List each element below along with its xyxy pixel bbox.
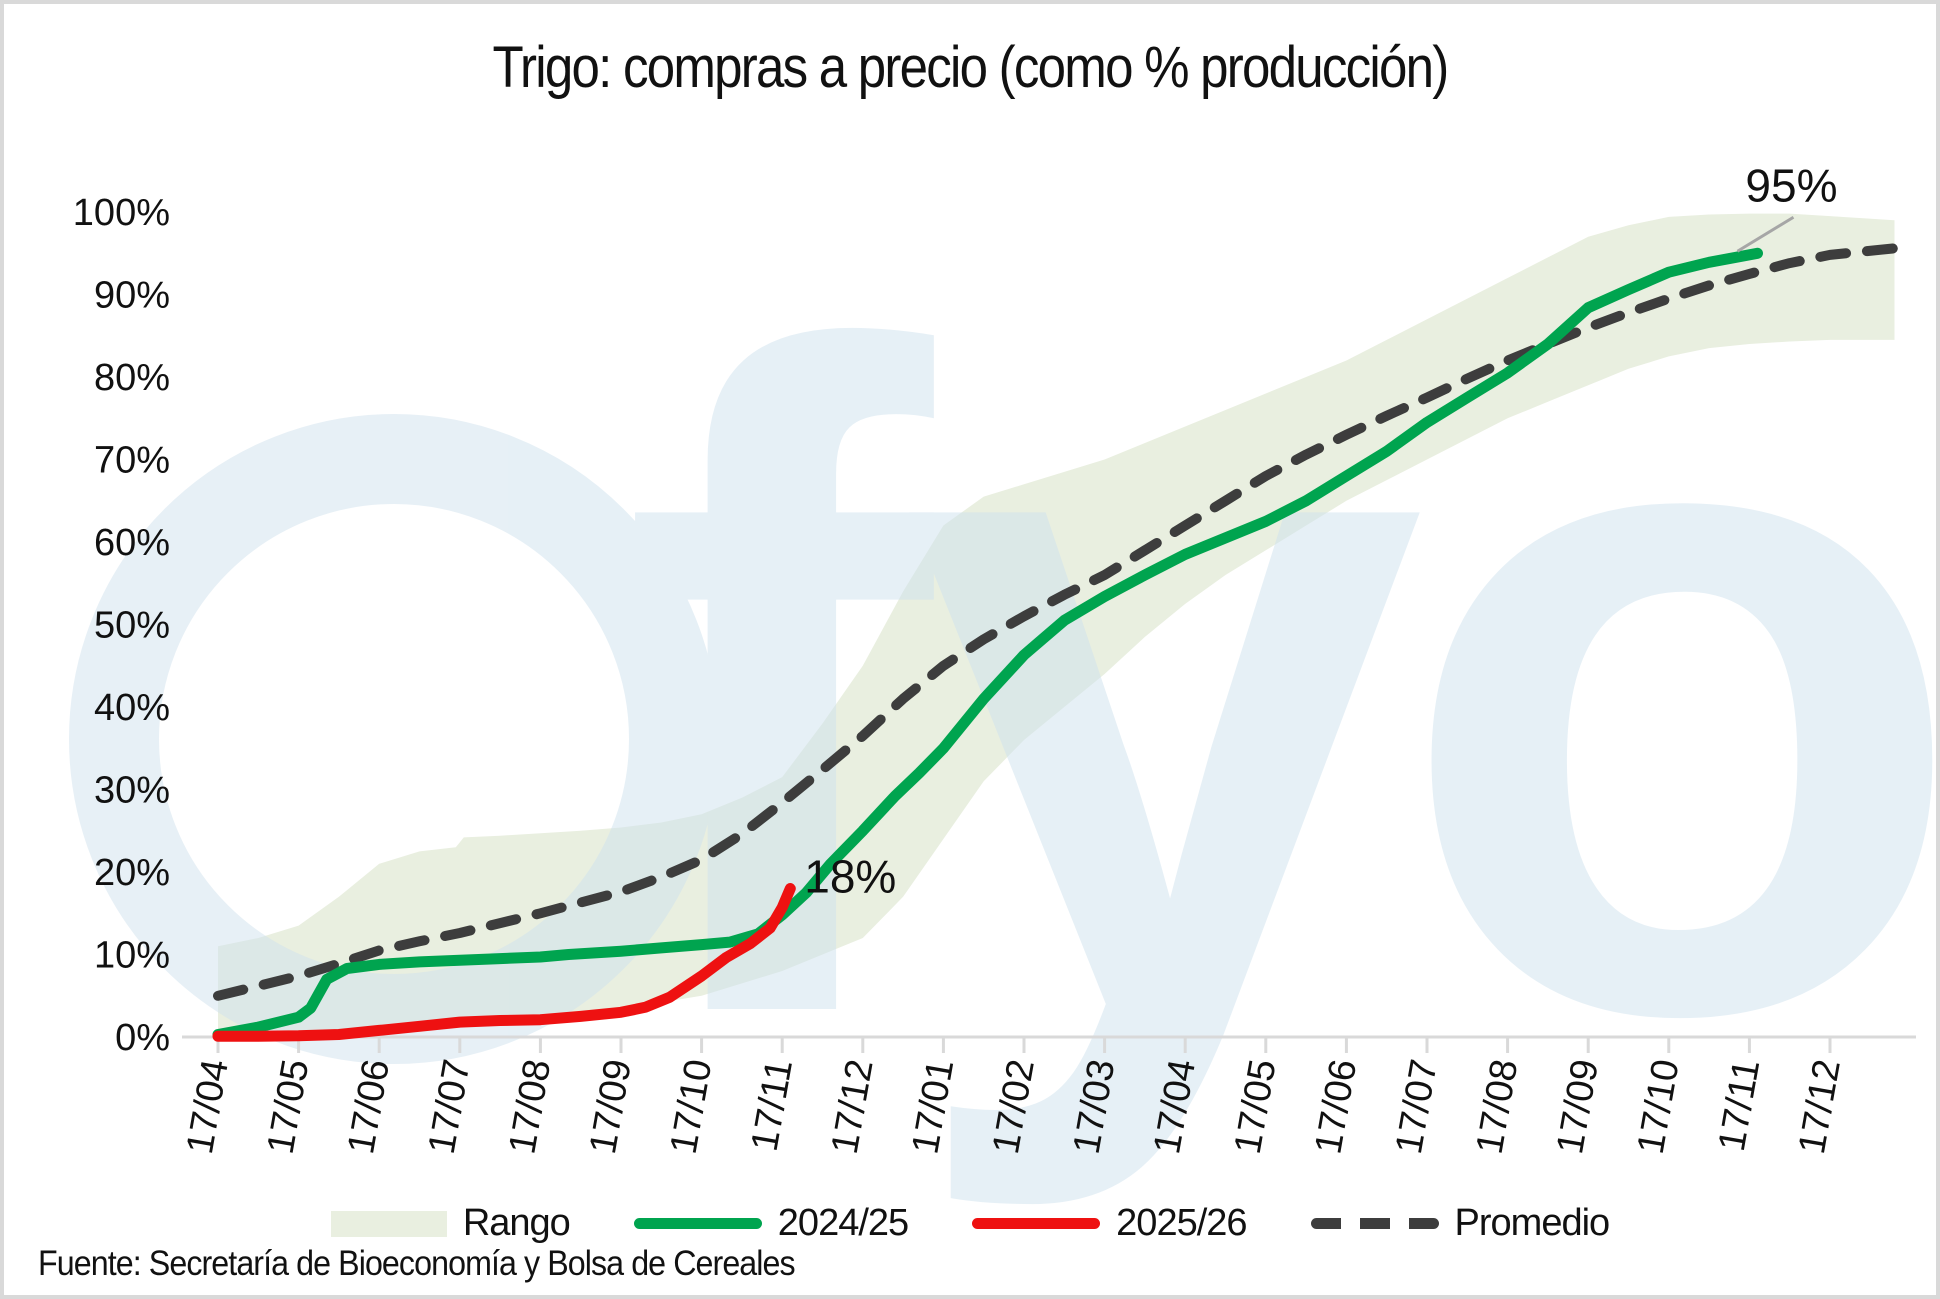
x-tick-label: 17/08 [501,1056,559,1157]
legend-item-2025-26: 2025/26 [972,1202,1246,1245]
y-tick-label: 60% [94,522,170,564]
source-note: Fuente: Secretaría de Bioeconomía y Bols… [38,1244,795,1284]
fyo-watermark: fyo [114,159,1939,1215]
legend: Rango 2024/25 2025/26 Promedio [4,1202,1936,1245]
x-tick-label: 17/04 [179,1056,237,1157]
legend-item-promedio: Promedio [1311,1202,1610,1245]
y-tick-label: 50% [94,605,170,647]
x-tick-label: 17/06 [340,1056,398,1157]
y-tick-label: 20% [94,852,170,894]
y-tick-label: 70% [94,440,170,482]
y-tick-label: 100% [73,192,170,234]
dashed-line-swatch-icon [1311,1218,1439,1229]
x-tick-label: 17/05 [260,1056,318,1157]
legend-label-2024-25: 2024/25 [778,1202,908,1245]
y-tick-label: 30% [94,770,170,812]
green-line-swatch-icon [634,1218,762,1229]
y-tick-label: 0% [115,1017,170,1059]
y-tick-label: 90% [94,275,170,317]
legend-item-rango: Rango [331,1202,570,1245]
legend-label-promedio: Promedio [1455,1202,1610,1245]
legend-item-2024-25: 2024/25 [634,1202,908,1245]
y-tick-label: 80% [94,357,170,399]
annotation-green-end: 95% [1745,159,1837,211]
legend-label-rango: Rango [463,1202,570,1245]
chart-figure: fyo 0% 10% 20% 30% 40% 50% 60% 70% 80% 90% 100% 17… [0,0,1940,1299]
y-tick-label: 10% [94,935,170,977]
red-line-swatch-icon [972,1218,1100,1229]
x-tick-label: 17/07 [421,1056,479,1157]
annotation-red-end: 18% [804,851,896,903]
y-tick-label: 40% [94,687,170,729]
plot-area: fyo 0% 10% 20% 30% 40% 50% 60% 70% 80% 90% 100% 17… [4,4,1940,1299]
x-axis-ticks [218,1037,1830,1053]
watermark-text: fyo [619,159,1939,1215]
legend-label-2025-26: 2025/26 [1116,1202,1246,1245]
range-band-swatch-icon [331,1211,447,1237]
chart-title: Trigo: compras a precio (como % producci… [120,34,1820,101]
